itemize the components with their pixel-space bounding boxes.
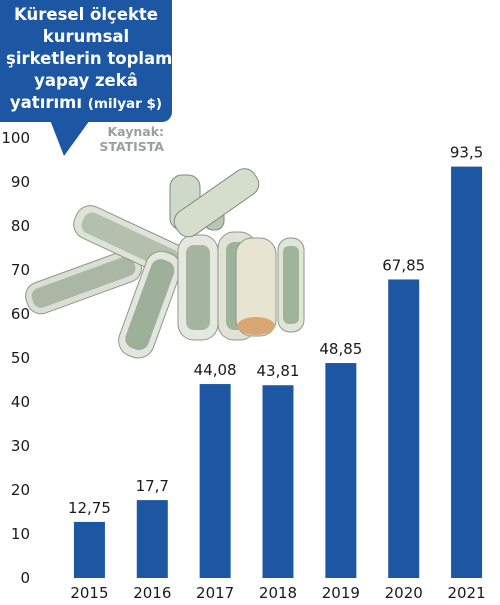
y-tick-label: 10 bbox=[11, 525, 30, 543]
bar bbox=[136, 500, 168, 578]
y-tick-label: 20 bbox=[11, 481, 30, 499]
source-name: STATISTA bbox=[99, 139, 164, 154]
value-labels: 12,75 17,7 44,08 43,81 48,85 67,85 93,5 bbox=[68, 144, 483, 517]
money-rolls-illustration bbox=[25, 168, 305, 359]
y-tick-label: 80 bbox=[11, 217, 30, 235]
x-tick-label: 2015 bbox=[70, 584, 108, 602]
x-tick-label: 2019 bbox=[322, 584, 360, 602]
callout-tail bbox=[50, 120, 90, 156]
chart-title-callout: Küresel ölçekte kurumsal şirketlerin top… bbox=[0, 0, 172, 122]
source-note: Kaynak: STATISTA bbox=[94, 124, 164, 154]
bar bbox=[199, 384, 231, 578]
x-tick-label: 2020 bbox=[385, 584, 423, 602]
y-tick-label: 100 bbox=[1, 129, 30, 147]
x-tick-label: 2016 bbox=[133, 584, 171, 602]
chart-unit: (milyar $) bbox=[87, 96, 163, 112]
y-tick-label: 60 bbox=[11, 305, 30, 323]
bars bbox=[73, 166, 483, 578]
bar bbox=[451, 166, 483, 578]
x-tick-label: 2017 bbox=[196, 584, 234, 602]
x-tick-label: 2021 bbox=[447, 584, 485, 602]
chart-title-line: kurumsal bbox=[42, 27, 130, 46]
chart-title-line: şirketlerin toplam bbox=[6, 49, 173, 68]
data-label: 12,75 bbox=[68, 499, 111, 517]
y-tick-label: 30 bbox=[11, 437, 30, 455]
y-tick-label: 40 bbox=[11, 393, 30, 411]
bar bbox=[388, 279, 420, 578]
y-tick-label: 50 bbox=[11, 349, 30, 367]
chart-title-last-line: yatırımı (milyar $) bbox=[6, 92, 166, 115]
bar bbox=[262, 385, 294, 578]
data-label: 44,08 bbox=[194, 361, 237, 379]
bar bbox=[73, 521, 105, 578]
data-label: 48,85 bbox=[319, 340, 362, 358]
y-tick-label: 90 bbox=[11, 173, 30, 191]
data-label: 93,5 bbox=[450, 144, 483, 162]
y-axis: 0 10 20 30 40 50 60 70 80 90 100 bbox=[1, 129, 30, 587]
y-tick-label: 0 bbox=[20, 569, 30, 587]
y-tick-label: 70 bbox=[11, 261, 30, 279]
data-label: 17,7 bbox=[136, 477, 169, 495]
data-label: 43,81 bbox=[257, 362, 300, 380]
source-label: Kaynak: bbox=[107, 124, 164, 139]
x-tick-label: 2018 bbox=[259, 584, 297, 602]
x-axis: 2015 2016 2017 2018 2019 2020 2021 bbox=[70, 584, 485, 602]
chart-title-line: yapay zekâ bbox=[34, 71, 138, 90]
data-label: 67,85 bbox=[382, 256, 425, 274]
bar bbox=[325, 363, 357, 578]
chart-title-line: Küresel ölçekte bbox=[14, 5, 158, 24]
chart-title-text: yatırımı bbox=[9, 93, 82, 112]
